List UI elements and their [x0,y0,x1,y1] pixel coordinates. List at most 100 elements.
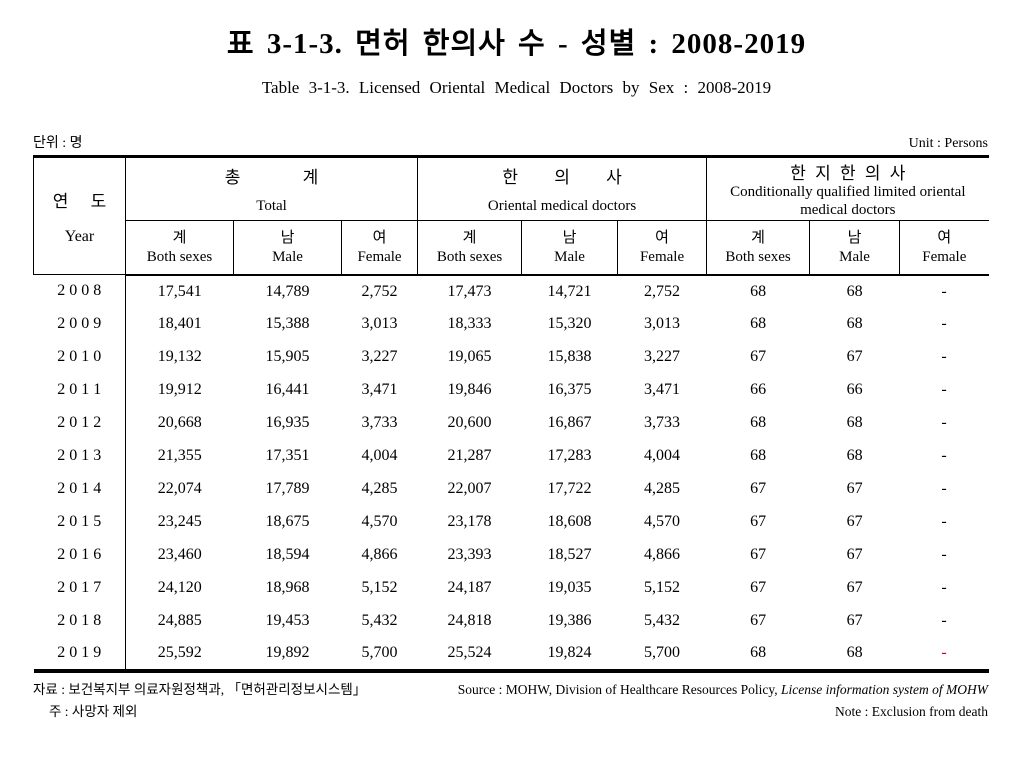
value-cell: 4,004 [361,447,398,464]
value-cell: 3,227 [361,348,398,365]
table-row: 2 0 1 7 24,120 18,968 5,152 24,187 19,035 5,15… [33,571,989,605]
value-cell: 67 [750,546,767,563]
value-cell: 4,570 [644,513,681,530]
value-cell: - [941,612,947,629]
value-cell: 68 [846,282,863,300]
value-cell: 67 [750,579,767,596]
year-cell: 2 0 1 3 [33,439,126,473]
value-cell: 68 [750,315,767,332]
value-cell: 18,333 [447,315,492,332]
value-cell: 4,004 [644,447,681,464]
value-cell: 17,789 [265,480,310,497]
value-cell: 15,905 [265,348,310,365]
value-cell: 18,608 [547,513,592,530]
unit-row: 단위 : 명 Unit : Persons [33,132,988,152]
value-cell: 2,752 [644,282,681,300]
value-cell: 68 [750,447,767,464]
value-cell: 17,283 [547,447,592,464]
value-cell: 67 [846,348,863,365]
value-cell: 5,700 [644,644,681,661]
value-cell: 4,285 [361,480,398,497]
table-row: 2 0 1 5 23,245 18,675 4,570 23,178 18,608 4,57… [33,505,989,539]
value-cell: - [941,447,947,464]
value-cell: 4,866 [644,546,681,563]
value-cell: - [941,414,947,431]
value-cell: 5,700 [361,644,398,661]
value-cell: 66 [846,381,863,398]
value-cell: 67 [846,612,863,629]
source-note-english: Source : MOHW, Division of Healthcare Re… [457,681,988,697]
value-cell: 19,386 [547,612,592,629]
value-cell: 23,460 [157,546,202,563]
value-cell: 24,885 [157,612,202,629]
value-cell: 15,838 [547,348,592,365]
year-cell: 2 0 1 6 [33,538,126,572]
value-cell: 5,432 [644,612,681,629]
value-cell: 3,471 [361,381,398,398]
value-cell: 25,524 [447,644,492,661]
table-body: 2 0 0 8 17,541 14,789 2,752 17,473 14,721 2,75… [33,274,989,671]
value-cell: 24,818 [447,612,492,629]
table-row: 2 0 0 8 17,541 14,789 2,752 17,473 14,721 2,75… [33,274,989,308]
value-cell: 21,287 [447,447,492,464]
value-cell: 18,968 [265,579,310,596]
year-cell: 2 0 1 2 [33,406,126,440]
year-cell: 2 0 1 0 [33,340,126,374]
value-cell: 19,912 [157,381,202,398]
value-cell: 15,320 [547,315,592,332]
value-cell: 20,600 [447,414,492,431]
value-cell: 16,441 [265,381,310,398]
value-cell: 14,721 [547,282,592,300]
table-row: 2 0 0 9 18,401 15,388 3,013 18,333 15,320 3,01… [33,307,989,341]
value-cell: 68 [846,315,863,332]
value-cell: 18,675 [265,513,310,530]
exclusion-note-english: Note : Exclusion from death [835,703,988,719]
value-cell: - [941,381,947,398]
value-cell: 5,432 [361,612,398,629]
value-cell: 67 [846,513,863,530]
year-cell: 2 0 0 8 [33,274,126,308]
value-cell: 3,471 [644,381,681,398]
value-cell: - [941,644,947,661]
value-cell: 68 [846,447,863,464]
value-cell: 3,013 [644,315,681,332]
table-row: 2 0 1 2 20,668 16,935 3,733 20,600 16,867 3,73… [33,406,989,440]
value-cell: 19,065 [447,348,492,365]
value-cell: 17,722 [547,480,592,497]
year-cell: 2 0 1 9 [33,637,126,671]
subheader-conditional-male: 남 Male [809,220,900,276]
value-cell: 68 [846,414,863,431]
table-row: 2 0 1 3 21,355 17,351 4,004 21,287 17,283 4,00… [33,439,989,473]
table-row: 2 0 1 1 19,912 16,441 3,471 19,846 16,375 3,47… [33,373,989,407]
subheader-total-male: 남 Male [233,220,342,276]
value-cell: 23,245 [157,513,202,530]
value-cell: 16,935 [265,414,310,431]
value-cell: 19,035 [547,579,592,596]
value-cell: - [941,480,947,497]
value-cell: 19,824 [547,644,592,661]
footnotes: 자료 : 보건복지부 의료자원정책과, 「면허관리정보시스템」 주 : 사망자 … [33,679,988,724]
value-cell: 3,013 [361,315,398,332]
value-cell: 68 [750,414,767,431]
value-cell: 24,120 [157,579,202,596]
value-cell: 18,527 [547,546,592,563]
value-cell: 24,187 [447,579,492,596]
subheader-conditional-female: 여 Female [899,220,989,276]
value-cell: 23,178 [447,513,492,530]
subheader-total-both: 계 Both sexes [125,220,234,276]
group-header-conditionally-qualified: 한 지 한 의 사 Conditionally qualified limite… [706,156,989,221]
subheader-oriental-both: 계 Both sexes [417,220,522,276]
value-cell: 20,668 [157,414,202,431]
value-cell: 14,789 [265,282,310,300]
page-title-english: Table 3-1-3. Licensed Oriental Medical D… [261,78,772,97]
value-cell: - [941,282,947,300]
value-cell: 19,453 [265,612,310,629]
value-cell: 25,592 [157,644,202,661]
value-cell: 66 [750,381,767,398]
value-cell: 67 [846,546,863,563]
value-cell: 21,355 [157,447,202,464]
value-cell: 68 [750,644,767,661]
value-cell: 67 [750,348,767,365]
table-row: 2 0 1 4 22,074 17,789 4,285 22,007 17,722 4,28… [33,472,989,506]
